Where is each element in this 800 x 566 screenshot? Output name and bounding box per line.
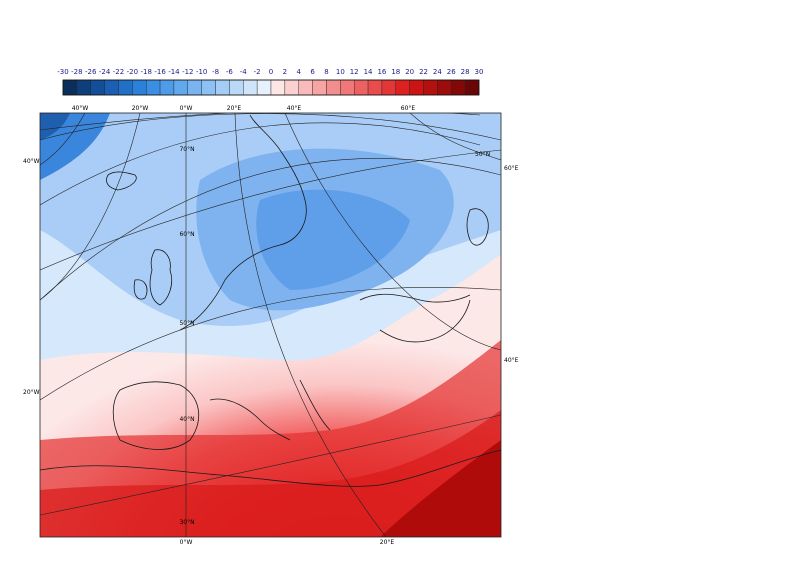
top-label-60e: 60°E [401, 105, 416, 112]
coastlines [40, 114, 501, 487]
colorbar-tick-label: -24 [98, 68, 111, 76]
lat-label-70n: 70°N [179, 146, 194, 153]
right-label-60e: 60°E [504, 165, 519, 172]
top-label-20w: 20°W [132, 105, 149, 112]
colorbar-tick-label: 8 [324, 68, 329, 76]
colorbar-tick-label: 0 [268, 68, 274, 76]
lat-label-50n: 50°N [179, 320, 194, 327]
colorbar-tick-label: 18 [391, 68, 401, 76]
lat-label-30n: 30°N [179, 519, 194, 526]
top-label-20e: 20°E [227, 105, 242, 112]
top-label-40w: 40°W [72, 105, 89, 112]
colorbar-tick-label: 30 [474, 68, 484, 76]
colorbar-tick-label: 2 [282, 68, 288, 76]
colorbar-tick-label: 4 [296, 68, 301, 76]
top-label-40e: 40°E [287, 105, 302, 112]
colorbar-tick-labels: -30 -28 -26 -24 -22 -20 -18 -16 -14 -12 -10 -8 -6 -4-… [0, 68, 800, 80]
colorbar-tick-label: -30 [57, 68, 69, 76]
left-label-20w: 20°W [23, 389, 40, 396]
colorbar-tick-label: -14 [168, 68, 180, 76]
colorbar-tick-label: -2 [253, 68, 261, 76]
lat-label-60n: 60°N [179, 231, 194, 238]
colorbar-tick-label: -26 [85, 68, 97, 76]
colorbar-tick-label: -8 [212, 68, 220, 76]
colorbar-tick-label: -28 [71, 68, 83, 76]
colorbar-tick-label: -12 [182, 68, 194, 76]
bottom-label-0w: 0°W [180, 539, 193, 546]
map-fill [40, 113, 501, 537]
top-label-0w: 0°W [180, 105, 193, 112]
colorbar-tick-label: -16 [154, 68, 166, 76]
colorbar-tick-label: 24 [432, 68, 442, 76]
colorbar-tick-label: 6 [310, 68, 315, 76]
colorbar-tick-label: -18 [140, 68, 152, 76]
lat-label-40n: 40°N [179, 416, 194, 423]
colorbar-tick-label: -20 [126, 68, 139, 76]
colorbar-tick-label: 22 [419, 68, 428, 76]
colorbar-tick-label: 12 [349, 68, 359, 76]
colorbar-tick-label: 28 [460, 68, 470, 76]
right-label-40e: 40°E [504, 357, 519, 364]
colorbar-tick-label: -10 [195, 68, 208, 76]
colorbar-tick-label: -22 [112, 68, 125, 76]
colorbar-tick-label: 14 [363, 68, 373, 76]
colorbar [62, 79, 480, 96]
graticule [40, 113, 501, 537]
colorbar-tick-label: 10 [335, 68, 345, 76]
colorbar-tick-label: -6 [225, 68, 233, 76]
lat-label-50n-right: 50°N [475, 151, 490, 158]
map-frame [39, 112, 502, 538]
left-label-40w: 40°W [23, 158, 40, 165]
grid-labels: 40°W 20°W 0°W 20°E 40°E 60°E 40°W 20°W 6… [23, 105, 519, 546]
colorbar-tick-label: 20 [405, 68, 415, 76]
colorbar-tick-label: 26 [446, 68, 456, 76]
bottom-label-20e: 20°E [380, 539, 395, 546]
colorbar-tick-label: 16 [377, 68, 387, 76]
colorbar-tick-label: -4 [239, 68, 247, 76]
colorbar-outline [62, 79, 480, 96]
